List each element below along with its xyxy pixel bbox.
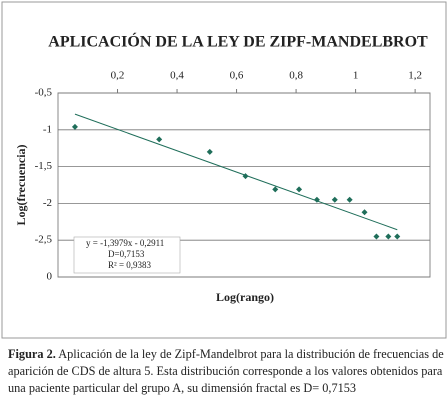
y-tick-label: -0,5: [35, 87, 53, 99]
trend-line: [74, 113, 398, 231]
y-tick-label: -2,5: [35, 234, 53, 246]
x-tick-label: 0,2: [111, 70, 125, 82]
data-point: [331, 196, 338, 203]
data-point: [296, 186, 303, 193]
data-point: [373, 233, 380, 240]
x-tick-label: 0,4: [170, 70, 184, 82]
chart-title: APLICACIÓN DE LA LEY DE ZIPF-MANDELBROT: [48, 32, 428, 51]
x-tick-label: 1,2: [408, 70, 422, 82]
annotation-box: [73, 236, 181, 274]
data-point: [385, 233, 392, 240]
caption-text: Aplicación de la ley de Zipf-Mandelbrot …: [8, 347, 444, 395]
data-point: [272, 186, 279, 193]
x-tick-label: 0,6: [230, 70, 244, 82]
chart: APLICACIÓN DE LA LEY DE ZIPF-MANDELBROT …: [1, 1, 447, 339]
y-tick-label: 0: [47, 271, 53, 283]
y-tick-label: -2: [43, 197, 52, 209]
data-point: [346, 196, 353, 203]
data-point: [156, 136, 163, 143]
annotation: y = -1,3979x - 0,2911: [86, 238, 164, 248]
x-axis-label: Log(rango): [216, 290, 274, 304]
data-point: [361, 209, 368, 216]
data-point: [206, 148, 213, 155]
annotation: D=0,7153: [108, 249, 145, 259]
y-axis-label: Log(frecuencia): [14, 144, 28, 225]
annotation: R² = 0,9383: [108, 260, 152, 270]
x-tick-label: 0,8: [289, 70, 303, 82]
y-tick-label: -1: [43, 123, 52, 135]
y-tick-label: -1,5: [35, 160, 53, 172]
caption: Figura 2. Aplicación de la ley de Zipf-M…: [8, 346, 444, 397]
data-point: [71, 123, 78, 130]
caption-label: Figura 2.: [8, 347, 56, 361]
x-tick-label: 1: [353, 70, 359, 82]
data-point: [394, 233, 401, 240]
